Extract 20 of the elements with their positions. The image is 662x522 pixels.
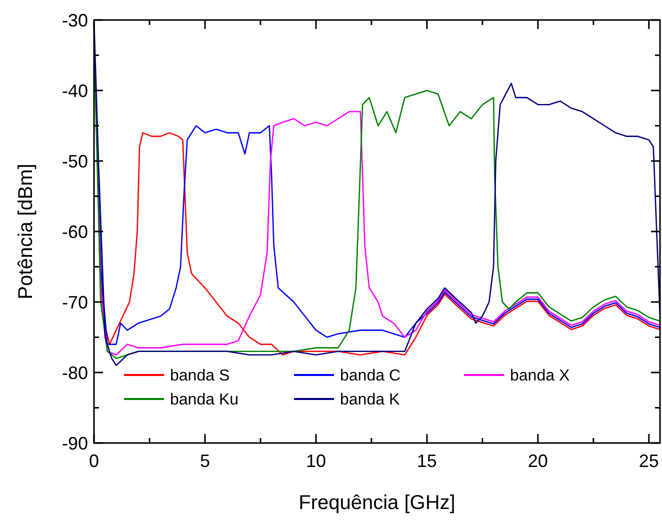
legend-label: banda C [340,368,400,385]
legend-label: banda X [510,368,570,385]
x-tick-label: 10 [306,451,326,471]
y-tick-label: -90 [62,433,88,454]
y-tick-label: -30 [62,10,88,30]
y-tick-label: -40 [62,80,88,101]
y-tick-label: -50 [62,151,88,172]
x-tick-label: 25 [638,451,659,471]
y-tick-label: -80 [62,362,88,383]
x-tick-label: 15 [416,451,437,471]
x-tick-label: 5 [200,451,210,471]
x-tick-label: 20 [528,451,548,471]
legend-label: banda S [170,368,230,385]
legend-label: banda K [340,392,400,409]
y-tick-label: -60 [62,222,88,242]
legend-label: banda Ku [170,392,239,409]
y-tick-label: -70 [62,292,88,312]
y-axis-title: Potência [dBm] [15,164,37,300]
x-axis-title: Frequência [GHz] [298,492,456,514]
x-tick-label: 0 [88,451,100,471]
